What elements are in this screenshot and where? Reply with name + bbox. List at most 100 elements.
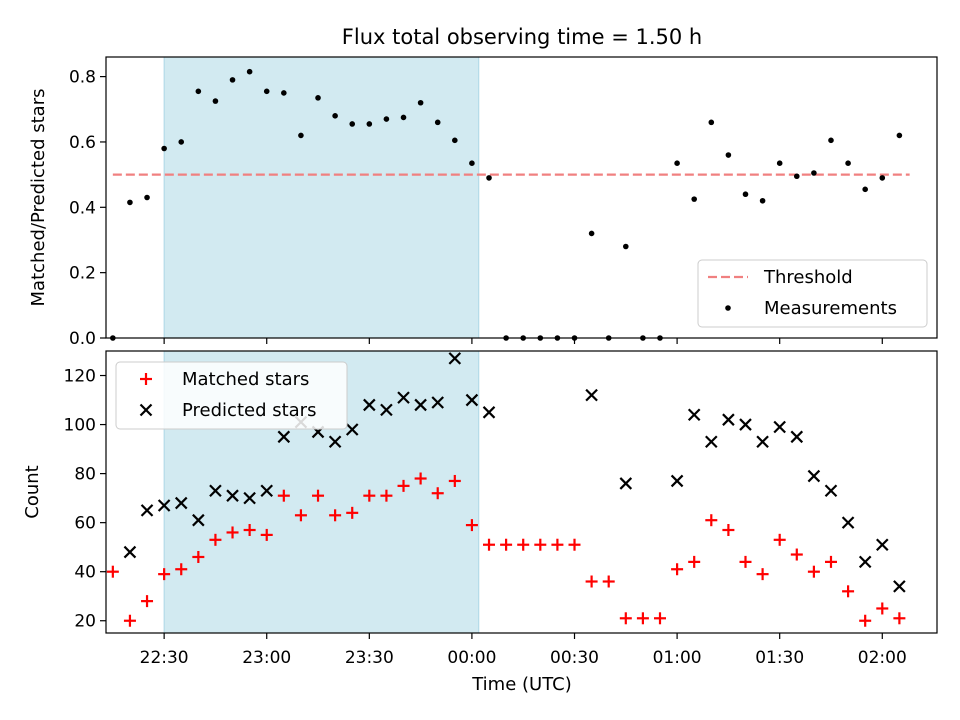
legend-matched-label: Matched stars xyxy=(182,369,309,390)
matched-point xyxy=(636,612,649,625)
ratio-y-ticks: 0.0 0.2 0.4 0.6 0.8 xyxy=(69,68,106,349)
matched-point xyxy=(141,595,154,608)
predicted-point xyxy=(209,484,222,498)
x-tick-label: 01:00 xyxy=(653,648,702,668)
measurement-point xyxy=(674,160,680,166)
matched-point xyxy=(773,533,786,546)
matched-point xyxy=(534,538,547,551)
measurement-point xyxy=(246,68,253,75)
matched-point xyxy=(226,526,239,539)
matched-point xyxy=(312,489,325,502)
measurement-point xyxy=(144,194,150,201)
measurement-point xyxy=(862,186,868,193)
predicted-point xyxy=(140,504,154,517)
matched-point xyxy=(619,612,632,625)
matched-point xyxy=(431,487,444,500)
x-tick-label: 02:00 xyxy=(858,648,907,668)
measurement-point xyxy=(759,197,766,204)
x-tick-label: 00:30 xyxy=(550,648,599,668)
count-x-ticks xyxy=(163,633,883,639)
matched-point xyxy=(329,509,342,522)
predicted-point xyxy=(414,398,427,412)
matched-point xyxy=(448,474,461,487)
predicted-point xyxy=(482,406,496,419)
predicted-point xyxy=(192,513,205,527)
count-panel: 20 40 60 80 100 120 Count Matched stars Predi… xyxy=(22,350,938,639)
predicted-point xyxy=(670,474,684,488)
measurement-point xyxy=(469,160,475,166)
predicted-point xyxy=(328,435,342,449)
predicted-point xyxy=(893,580,906,593)
measurement-point xyxy=(828,137,834,144)
predicted-point xyxy=(345,423,359,436)
ratio-legend-box xyxy=(697,259,928,328)
predicted-point xyxy=(226,489,239,502)
x-tick-label: 23:00 xyxy=(242,648,291,668)
x-tick-label: 23:30 xyxy=(345,648,394,668)
matched-point xyxy=(106,565,119,578)
predicted-point xyxy=(876,538,889,551)
matched-point xyxy=(363,489,376,502)
ratio-legend: Threshold Measurements xyxy=(697,259,928,328)
measurement-point xyxy=(178,139,185,145)
measurement-point xyxy=(366,121,373,127)
matched-point xyxy=(175,563,188,576)
predicted-point xyxy=(123,545,137,559)
x-tick-label: 00:00 xyxy=(447,648,496,668)
predicted-point xyxy=(619,477,633,490)
measurement-point xyxy=(623,243,629,250)
measurement-point xyxy=(417,99,424,106)
legend-threshold-label: Threshold xyxy=(763,267,853,288)
predicted-point xyxy=(277,430,291,444)
legend-plus-mark xyxy=(140,373,152,385)
measurement-point xyxy=(434,119,441,126)
measurement-point xyxy=(691,196,697,202)
predicted-point xyxy=(858,555,872,569)
ratio-y-tick-label: 0.6 xyxy=(69,133,96,153)
count-y-ticks: 20 40 60 80 100 120 xyxy=(64,367,106,632)
matched-point xyxy=(277,489,290,502)
measurement-point xyxy=(383,116,390,122)
measurement-point xyxy=(281,90,287,96)
ratio-y-tick-label: 0.8 xyxy=(69,68,96,88)
x-tick-label: 01:30 xyxy=(755,648,804,668)
matched-point xyxy=(859,614,872,627)
predicted-point xyxy=(756,435,769,449)
matched-point xyxy=(568,538,581,551)
matched-point xyxy=(602,575,615,588)
ratio-shaded-span xyxy=(163,56,480,339)
matched-point xyxy=(260,528,273,541)
predicted-point xyxy=(739,418,752,431)
count-y-tick-label: 40 xyxy=(74,563,96,583)
ratio-plot-frame xyxy=(105,56,938,339)
count-legend: Matched stars Predicted stars xyxy=(115,361,348,430)
matched-point xyxy=(790,548,803,561)
legend-predicted-swatch xyxy=(139,403,153,417)
measurement-point xyxy=(742,191,749,198)
predicted-point xyxy=(790,430,804,444)
matched-point xyxy=(397,479,410,492)
count-y-label: Count xyxy=(22,465,43,518)
predicted-point xyxy=(243,491,256,505)
matched-point xyxy=(380,489,393,502)
ratio-points xyxy=(110,68,903,341)
matched-point xyxy=(551,538,564,551)
predicted-point xyxy=(397,391,410,404)
legend-measurements-swatch xyxy=(725,305,731,311)
count-y-tick-label: 20 xyxy=(74,612,96,632)
measurement-point xyxy=(486,175,492,181)
matched-point xyxy=(807,565,820,578)
count-points xyxy=(106,352,906,627)
measurement-point xyxy=(212,98,219,104)
measurement-point xyxy=(708,119,715,126)
chart-title: Flux total observing time = 1.50 h xyxy=(342,25,702,49)
matched-point xyxy=(756,568,769,581)
ratio-y-tick-label: 0.0 xyxy=(69,329,96,349)
matched-point xyxy=(893,612,906,625)
measurement-point xyxy=(793,173,800,180)
matched-point xyxy=(688,555,701,568)
predicted-point xyxy=(157,499,171,512)
ratio-panel: 0.00.20.40.60.8 Matched/Predicted stars … xyxy=(28,56,938,349)
legend-x-mark xyxy=(139,403,153,417)
predicted-point xyxy=(448,352,462,365)
